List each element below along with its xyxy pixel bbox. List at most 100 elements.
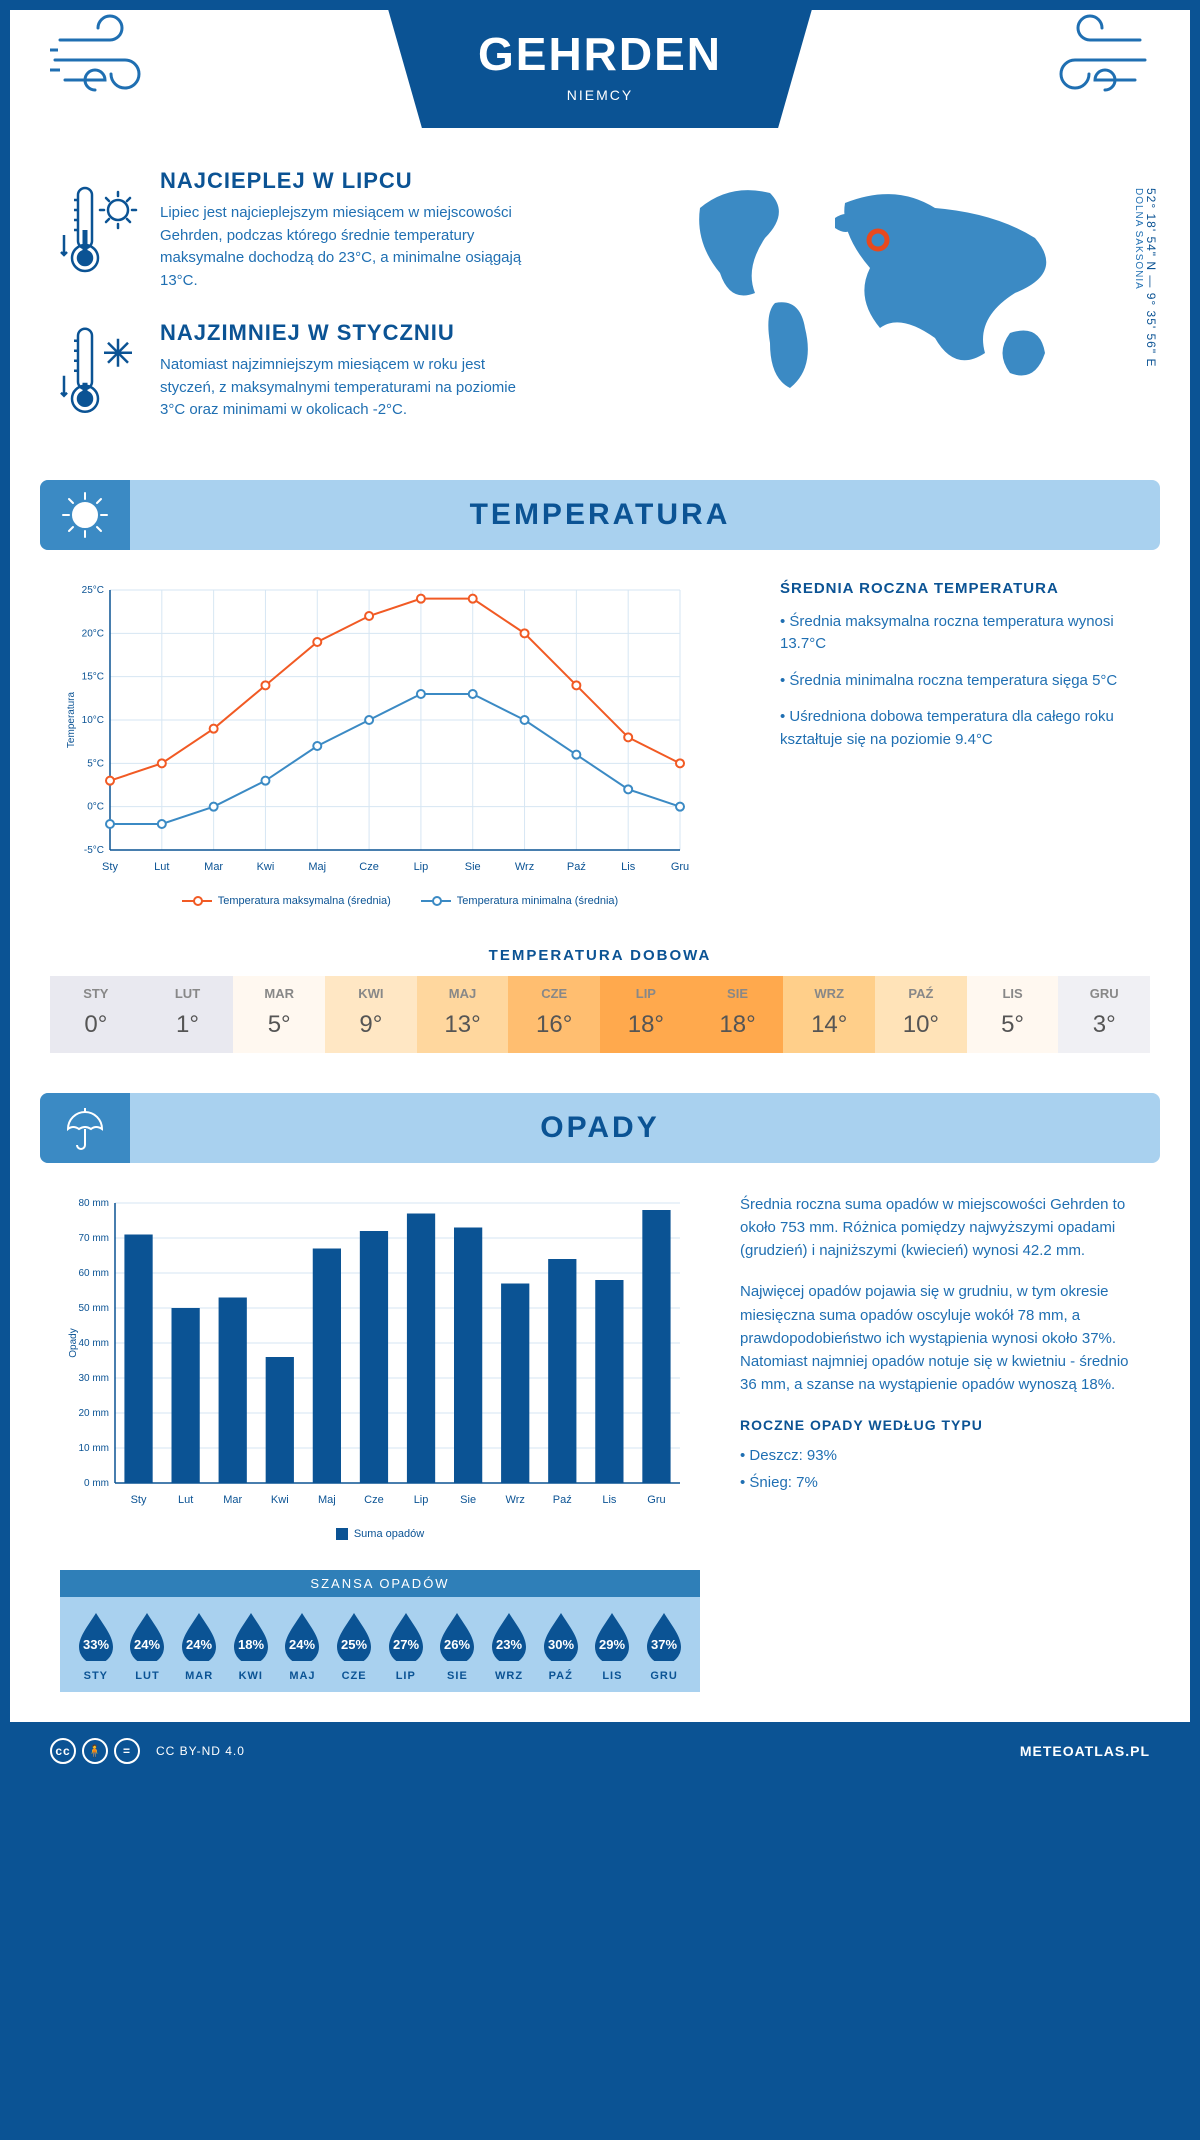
nd-icon: =	[114, 1738, 140, 1764]
country-name: NIEMCY	[478, 87, 722, 103]
thermometer-snow-icon	[60, 320, 140, 422]
daily-cell: LUT1°	[142, 976, 234, 1053]
svg-text:Lut: Lut	[178, 1494, 193, 1506]
svg-text:Wrz: Wrz	[506, 1494, 525, 1506]
by-icon: 🧍	[82, 1738, 108, 1764]
svg-text:33%: 33%	[83, 1637, 109, 1652]
fact-hot-title: NAJCIEPLEJ W LIPCU	[160, 168, 540, 194]
precip-para: Najwięcej opadów pojawia się w grudniu, …	[740, 1280, 1140, 1396]
svg-text:Kwi: Kwi	[257, 861, 275, 873]
thermometer-sun-icon	[60, 168, 140, 292]
temperature-summary: ŚREDNIA ROCZNA TEMPERATURA • Średnia mak…	[780, 580, 1140, 907]
svg-text:Paź: Paź	[567, 861, 586, 873]
svg-text:20°C: 20°C	[82, 628, 104, 639]
precip-legend: Suma opadów	[60, 1528, 700, 1540]
chance-drop: 24%MAJ	[281, 1609, 323, 1682]
svg-text:Lip: Lip	[414, 861, 429, 873]
daily-cell: WRZ14°	[783, 976, 875, 1053]
precip-description: Średnia roczna suma opadów w miejscowośc…	[740, 1193, 1140, 1540]
svg-text:40 mm: 40 mm	[78, 1338, 109, 1349]
fact-cold-text: Natomiast najzimniejszym miesiącem w rok…	[160, 354, 540, 422]
chance-drop: 24%MAR	[178, 1609, 220, 1682]
chance-drop: 24%LUT	[126, 1609, 168, 1682]
svg-text:24%: 24%	[134, 1637, 160, 1652]
svg-text:Sie: Sie	[465, 861, 481, 873]
precip-snow: • Śnieg: 7%	[740, 1471, 1140, 1494]
chance-drop: 29%LIS	[591, 1609, 633, 1682]
precip-rain: • Deszcz: 93%	[740, 1444, 1140, 1467]
chance-title: SZANSA OPADÓW	[60, 1570, 700, 1597]
svg-text:0°C: 0°C	[87, 801, 104, 812]
svg-text:10 mm: 10 mm	[78, 1443, 109, 1454]
daily-cell: LIS5°	[967, 976, 1059, 1053]
svg-text:80 mm: 80 mm	[78, 1198, 109, 1209]
svg-text:Gru: Gru	[671, 861, 689, 873]
svg-text:Sty: Sty	[102, 861, 118, 873]
svg-text:18%: 18%	[238, 1637, 264, 1652]
svg-text:Gru: Gru	[647, 1494, 665, 1506]
svg-text:27%: 27%	[393, 1637, 419, 1652]
daily-cell: SIE18°	[692, 976, 784, 1053]
temperature-title: TEMPERATURA	[70, 498, 1130, 532]
legend-max: Temperatura maksymalna (średnia)	[218, 895, 391, 907]
svg-text:Lis: Lis	[602, 1494, 617, 1506]
svg-text:-5°C: -5°C	[84, 845, 104, 856]
daily-cell: MAR5°	[233, 976, 325, 1053]
daily-cell: MAJ13°	[417, 976, 509, 1053]
section-header-precip: OPADY	[40, 1093, 1160, 1163]
chance-drop: 37%GRU	[643, 1609, 685, 1682]
svg-text:Temperatura: Temperatura	[66, 691, 77, 748]
svg-text:Paź: Paź	[553, 1494, 572, 1506]
svg-text:50 mm: 50 mm	[78, 1303, 109, 1314]
svg-text:Maj: Maj	[308, 861, 326, 873]
svg-text:Kwi: Kwi	[271, 1494, 289, 1506]
svg-text:Mar: Mar	[204, 861, 223, 873]
avg-temp-bullet: • Średnia minimalna roczna temperatura s…	[780, 670, 1140, 693]
svg-text:30%: 30%	[548, 1637, 574, 1652]
svg-text:Lip: Lip	[414, 1494, 429, 1506]
svg-text:30 mm: 30 mm	[78, 1373, 109, 1384]
umbrella-icon	[60, 1103, 110, 1153]
svg-text:Mar: Mar	[223, 1494, 242, 1506]
svg-text:23%: 23%	[496, 1637, 522, 1652]
svg-text:Maj: Maj	[318, 1494, 336, 1506]
title-banner: GEHRDEN NIEMCY	[388, 9, 812, 128]
license-block: cc 🧍 = CC BY-ND 4.0	[50, 1738, 245, 1764]
fact-coldest: NAJZIMNIEJ W STYCZNIU Natomiast najzimni…	[60, 320, 630, 422]
precip-legend-label: Suma opadów	[354, 1528, 424, 1540]
legend-min: Temperatura minimalna (średnia)	[457, 895, 618, 907]
svg-text:60 mm: 60 mm	[78, 1268, 109, 1279]
svg-text:37%: 37%	[651, 1637, 677, 1652]
precip-type-title: ROCZNE OPADY WEDŁUG TYPU	[740, 1415, 1140, 1437]
daily-cell: PAŹ10°	[875, 976, 967, 1053]
svg-text:25%: 25%	[341, 1637, 367, 1652]
world-map-icon	[660, 168, 1090, 408]
chance-drop: 23%WRZ	[488, 1609, 530, 1682]
svg-text:5°C: 5°C	[87, 758, 104, 769]
wind-icon-right	[1030, 10, 1150, 100]
precip-title: OPADY	[70, 1111, 1130, 1145]
temperature-legend: .legend-line[style*='f15a24']::before{bo…	[60, 895, 740, 907]
chance-drop: 27%LIP	[385, 1609, 427, 1682]
cc-icon: cc	[50, 1738, 76, 1764]
infographic-page: GEHRDEN NIEMCY N	[10, 10, 1190, 1780]
license-text: CC BY-ND 4.0	[156, 1744, 245, 1758]
svg-text:Wrz: Wrz	[515, 861, 534, 873]
daily-cell: STY0°	[50, 976, 142, 1053]
svg-text:Lis: Lis	[621, 861, 636, 873]
fact-hot-text: Lipiec jest najcieplejszym miesiącem w m…	[160, 202, 540, 292]
avg-temp-bullet: • Średnia maksymalna roczna temperatura …	[780, 611, 1140, 656]
wind-icon-left	[50, 10, 170, 100]
svg-text:24%: 24%	[186, 1637, 212, 1652]
precipitation-bar-chart: 0 mm10 mm20 mm30 mm40 mm50 mm60 mm70 mm8…	[60, 1193, 700, 1540]
svg-text:26%: 26%	[444, 1637, 470, 1652]
svg-text:24%: 24%	[289, 1637, 315, 1652]
daily-cell: GRU3°	[1058, 976, 1150, 1053]
city-name: GEHRDEN	[478, 27, 722, 81]
svg-text:29%: 29%	[599, 1637, 625, 1652]
precip-chance-block: SZANSA OPADÓW 33%STY24%LUT24%MAR18%KWI24…	[60, 1570, 700, 1692]
avg-temp-bullet: • Uśredniona dobowa temperatura dla całe…	[780, 706, 1140, 751]
chance-drop: 25%CZE	[333, 1609, 375, 1682]
daily-cell: LIP18°	[600, 976, 692, 1053]
footer: cc 🧍 = CC BY-ND 4.0 METEOATLAS.PL	[10, 1722, 1190, 1780]
